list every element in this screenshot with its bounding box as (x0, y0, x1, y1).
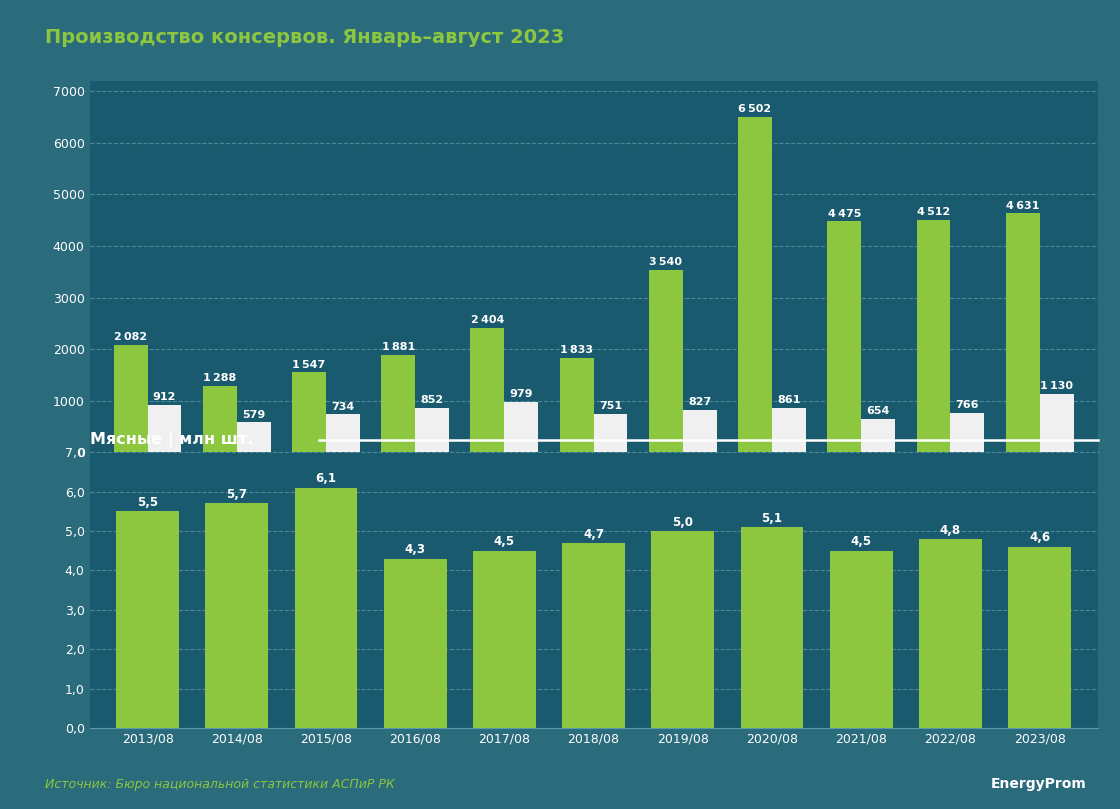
Text: Источник: Бюро национальной статистики АСПиР РК: Источник: Бюро национальной статистики А… (45, 778, 394, 791)
Text: 1 288: 1 288 (203, 373, 236, 383)
Text: 1 881: 1 881 (382, 342, 414, 353)
Bar (205, 503, 268, 728)
Bar (738, 116, 772, 452)
Text: 2 404: 2 404 (470, 316, 504, 325)
Bar (683, 409, 717, 452)
Bar (148, 405, 181, 452)
Bar (384, 559, 447, 728)
Bar (828, 222, 861, 452)
Bar (470, 328, 504, 452)
Text: 4,7: 4,7 (584, 527, 604, 540)
Bar (381, 355, 416, 452)
Bar (292, 372, 326, 452)
Text: 827: 827 (688, 396, 711, 407)
Bar (740, 527, 803, 728)
Bar (1039, 394, 1073, 452)
Bar (594, 413, 627, 452)
Text: 861: 861 (777, 395, 801, 405)
Bar (861, 418, 895, 452)
Bar (560, 358, 594, 452)
Bar (1006, 214, 1039, 452)
Bar (562, 543, 625, 728)
Text: 852: 852 (421, 396, 444, 405)
Text: 2 082: 2 082 (114, 332, 147, 342)
Text: 734: 734 (332, 401, 355, 412)
Text: 4,5: 4,5 (494, 536, 515, 549)
Text: 4,3: 4,3 (404, 544, 426, 557)
Text: 3 540: 3 540 (650, 256, 682, 267)
Bar (916, 219, 951, 452)
Text: 6 502: 6 502 (738, 104, 772, 114)
Bar (652, 531, 715, 728)
Text: 5,0: 5,0 (672, 515, 693, 529)
Text: 4 475: 4 475 (828, 209, 861, 218)
Text: 4,8: 4,8 (940, 523, 961, 536)
Text: 1 547: 1 547 (292, 360, 326, 370)
Text: 4 631: 4 631 (1006, 201, 1039, 210)
Bar (473, 551, 535, 728)
Text: 912: 912 (152, 392, 176, 402)
Text: 4,5: 4,5 (851, 536, 871, 549)
Text: 654: 654 (867, 405, 890, 416)
Text: 4,6: 4,6 (1029, 532, 1051, 544)
Bar (648, 269, 683, 452)
Text: 5,5: 5,5 (137, 496, 158, 509)
Text: 6,1: 6,1 (316, 472, 336, 485)
Bar (504, 402, 539, 452)
Text: Производство консервов. Январь–август 2023: Производство консервов. Январь–август 20… (45, 28, 564, 47)
Bar (203, 386, 236, 452)
Bar (416, 409, 449, 452)
Text: Мясные | млн шт.: Мясные | млн шт. (90, 432, 253, 448)
Bar (326, 414, 360, 452)
Bar (116, 511, 179, 728)
Text: 5,7: 5,7 (226, 488, 248, 501)
Bar (114, 345, 148, 452)
Legend: Овощные (тонн), Мясорастительные из телятины и говядины (тонн): Овощные (тонн), Мясорастительные из теля… (177, 510, 719, 524)
Text: 579: 579 (242, 409, 265, 420)
Text: EnergyProm: EnergyProm (991, 777, 1086, 791)
Bar (1008, 547, 1071, 728)
Bar (951, 413, 984, 452)
Text: 5,1: 5,1 (762, 512, 783, 525)
Bar (830, 551, 893, 728)
Bar (772, 408, 806, 452)
Bar (236, 422, 271, 452)
Text: 766: 766 (955, 400, 979, 410)
Text: 1 833: 1 833 (560, 345, 594, 355)
Text: 751: 751 (599, 400, 622, 411)
Text: 4 512: 4 512 (917, 206, 950, 217)
Text: 979: 979 (510, 389, 533, 399)
Bar (920, 539, 982, 728)
Bar (295, 488, 357, 728)
Text: 1 130: 1 130 (1040, 381, 1073, 391)
